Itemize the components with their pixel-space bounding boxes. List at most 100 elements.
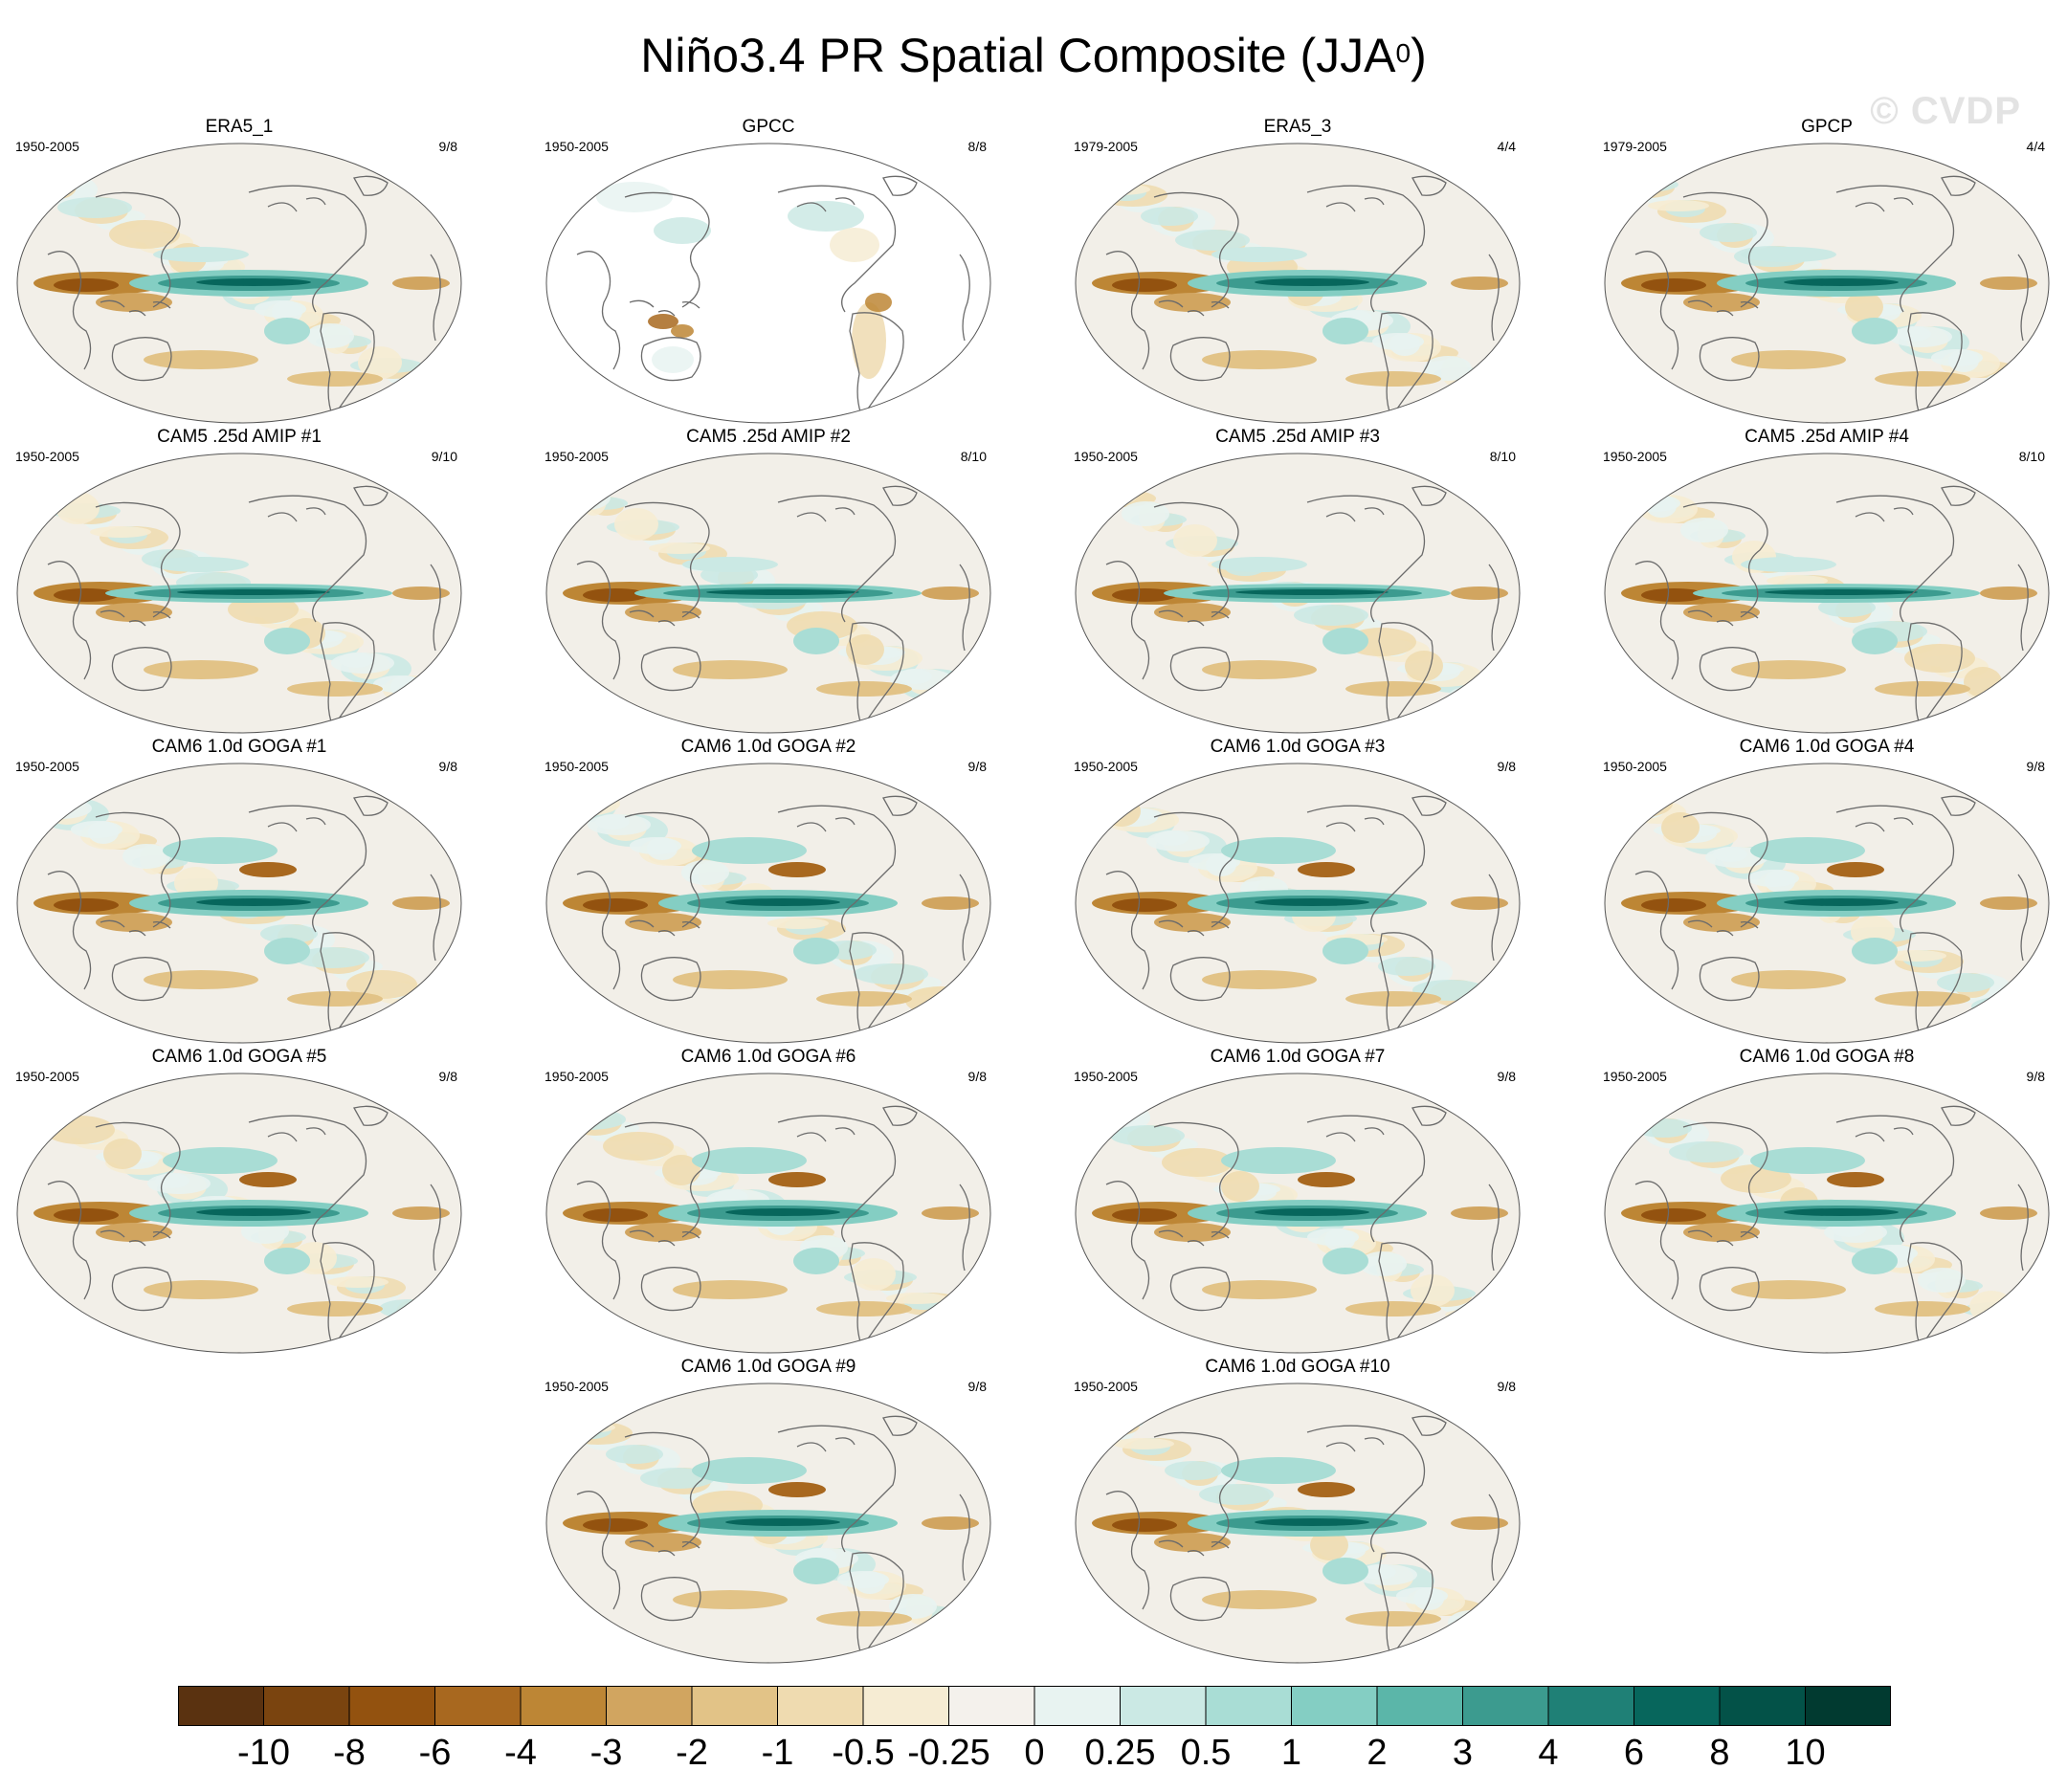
colorbar-tick-label: -1 <box>761 1733 794 1773</box>
panel-years: 1950-2005 <box>1074 1069 1138 1084</box>
map-field <box>1075 143 1521 424</box>
map-field <box>16 1073 462 1354</box>
panel-title: CAM6 1.0d GOGA #1 <box>151 737 327 757</box>
map-field <box>1604 453 2050 734</box>
map-field <box>1604 143 2050 424</box>
panel-ratio: 4/4 <box>2026 139 2045 154</box>
colorbar-tick-label: 0.25 <box>1084 1733 1156 1773</box>
map-field <box>1075 763 1521 1044</box>
map-panel: ERA5_3 1979-2005 4/4 <box>1068 117 1527 424</box>
panel-title: CAM6 1.0d GOGA #9 <box>680 1357 856 1377</box>
colorbar-tick-label: 0 <box>1024 1733 1045 1773</box>
panel-years: 1950-2005 <box>1074 449 1138 464</box>
colorbar-tick-label: -6 <box>418 1733 452 1773</box>
panel-years: 1950-2005 <box>545 449 609 464</box>
map-panel: CAM6 1.0d GOGA #1 1950-2005 9/8 <box>10 737 469 1044</box>
colorbar-swatch <box>520 1686 607 1726</box>
colorbar-swatch <box>1547 1686 1634 1726</box>
colorbar-swatch <box>948 1686 1035 1726</box>
map-field <box>16 453 462 734</box>
map-field <box>16 143 462 424</box>
colorbar-tick-label: -10 <box>237 1733 290 1773</box>
panel-title: CAM5 .25d AMIP #4 <box>1745 427 1909 447</box>
panel-years: 1950-2005 <box>1074 1379 1138 1394</box>
map-field <box>1075 1073 1521 1354</box>
colorbar-swatch <box>434 1686 522 1726</box>
map-field <box>545 453 991 734</box>
panel-years: 1950-2005 <box>1603 1069 1667 1084</box>
panel-ratio: 9/8 <box>438 1069 457 1084</box>
colorbar-swatch <box>1120 1686 1207 1726</box>
colorbar-swatch <box>1376 1686 1463 1726</box>
panel-ratio: 9/8 <box>1497 1379 1516 1394</box>
panel-title: ERA5_3 <box>1263 117 1332 137</box>
colorbar-swatch <box>1462 1686 1549 1726</box>
colorbar-tick-label: -0.25 <box>907 1733 990 1773</box>
panel-ratio: 9/8 <box>967 1069 987 1084</box>
map-panel: CAM6 1.0d GOGA #8 1950-2005 9/8 <box>1597 1047 2056 1354</box>
colorbar-tick-label: 1 <box>1280 1733 1302 1773</box>
panel-ratio: 9/8 <box>438 759 457 774</box>
watermark: © CVDP <box>1870 90 2021 132</box>
panel-ratio: 9/8 <box>1497 759 1516 774</box>
panel-years: 1950-2005 <box>545 759 609 774</box>
colorbar-tick-label: -3 <box>589 1733 623 1773</box>
panel-years: 1950-2005 <box>15 449 79 464</box>
map-panel: GPCC 1950-2005 8/8 <box>539 117 998 424</box>
map-panel: CAM6 1.0d GOGA #9 1950-2005 9/8 <box>539 1357 998 1664</box>
colorbar-swatch <box>1291 1686 1378 1726</box>
colorbar-tick-label: 10 <box>1785 1733 1826 1773</box>
map-panel: CAM6 1.0d GOGA #5 1950-2005 9/8 <box>10 1047 469 1354</box>
map-panel: CAM6 1.0d GOGA #2 1950-2005 9/8 <box>539 737 998 1044</box>
panel-years: 1950-2005 <box>545 139 609 154</box>
panel-years: 1950-2005 <box>1074 759 1138 774</box>
figure-title: Niño3.4 PR Spatial Composite (JJA0) <box>640 29 1427 82</box>
panel-ratio: 8/10 <box>1489 449 1516 464</box>
panel-title: CAM6 1.0d GOGA #4 <box>1739 737 1915 757</box>
map-panel: CAM6 1.0d GOGA #4 1950-2005 9/8 <box>1597 737 2056 1044</box>
panel-title: CAM5 .25d AMIP #1 <box>157 427 322 447</box>
panel-years: 1950-2005 <box>1603 759 1667 774</box>
panel-ratio: 8/10 <box>2018 449 2045 464</box>
panel-title: ERA5_1 <box>205 117 274 137</box>
map-field <box>545 1073 991 1354</box>
colorbar-swatch <box>1205 1686 1292 1726</box>
colorbar-tick-label: 4 <box>1538 1733 1559 1773</box>
colorbar-swatch <box>862 1686 949 1726</box>
panel-title: CAM6 1.0d GOGA #3 <box>1210 737 1386 757</box>
colorbar-tick-label: 6 <box>1623 1733 1645 1773</box>
panel-ratio: 9/8 <box>967 759 987 774</box>
map-panel: CAM6 1.0d GOGA #7 1950-2005 9/8 <box>1068 1047 1527 1354</box>
panel-title: GPCP <box>1801 117 1853 137</box>
map-field <box>1075 453 1521 734</box>
colorbar-swatch <box>1719 1686 1806 1726</box>
panel-years: 1950-2005 <box>545 1379 609 1394</box>
panel-ratio: 8/8 <box>967 139 987 154</box>
colorbar-tick-label: -8 <box>333 1733 366 1773</box>
map-panel: GPCP 1979-2005 4/4 <box>1597 117 2056 424</box>
panel-title: CAM5 .25d AMIP #3 <box>1215 427 1380 447</box>
map-panel: CAM6 1.0d GOGA #6 1950-2005 9/8 <box>539 1047 998 1354</box>
panel-ratio: 9/10 <box>431 449 457 464</box>
panel-title: CAM6 1.0d GOGA #10 <box>1205 1357 1390 1377</box>
map-panel: CAM6 1.0d GOGA #3 1950-2005 9/8 <box>1068 737 1527 1044</box>
panel-ratio: 9/8 <box>967 1379 987 1394</box>
panel-ratio: 9/8 <box>2026 759 2045 774</box>
colorbar-swatch <box>606 1686 693 1726</box>
colorbar-swatch <box>348 1686 435 1726</box>
map-panel: CAM5 .25d AMIP #2 1950-2005 8/10 <box>539 427 998 734</box>
colorbar-tick-label: -2 <box>676 1733 708 1773</box>
colorbar-tick-label: -4 <box>504 1733 537 1773</box>
panel-title: GPCC <box>742 117 795 137</box>
map-field <box>1075 1383 1521 1664</box>
map-panel: CAM6 1.0d GOGA #10 1950-2005 9/8 <box>1068 1357 1527 1664</box>
colorbar-tick-label: 3 <box>1452 1733 1474 1773</box>
map-panel: ERA5_1 1950-2005 9/8 <box>10 117 469 424</box>
colorbar-swatch <box>777 1686 864 1726</box>
panel-years: 1979-2005 <box>1603 139 1667 154</box>
panel-ratio: 8/10 <box>960 449 987 464</box>
colorbar-tick-label: 0.5 <box>1180 1733 1232 1773</box>
map-field <box>545 1383 991 1664</box>
map-panel: CAM5 .25d AMIP #1 1950-2005 9/10 <box>10 427 469 734</box>
map-panel: CAM5 .25d AMIP #3 1950-2005 8/10 <box>1068 427 1527 734</box>
